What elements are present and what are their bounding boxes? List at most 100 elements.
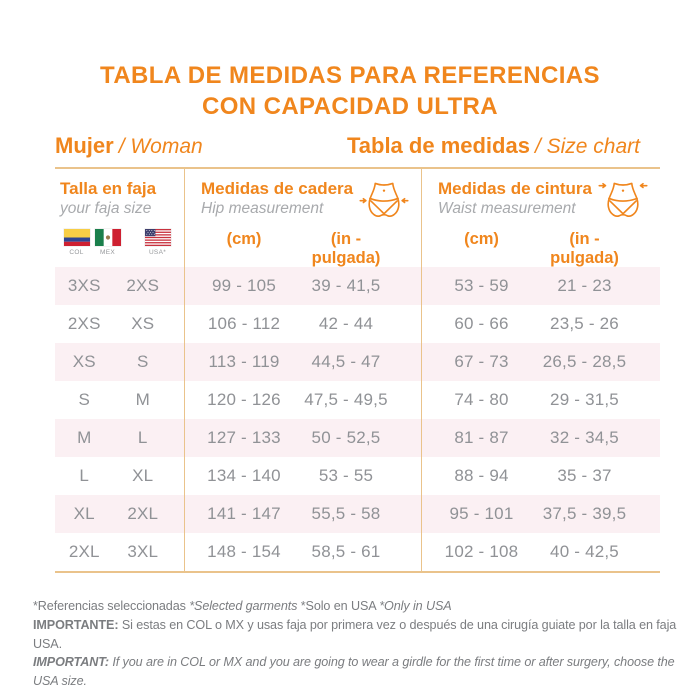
size-usa-cell: XL: [132, 466, 154, 485]
waist-cm-cell: 67 - 73: [454, 352, 509, 371]
waist-in-cell: 40 - 42,5: [550, 542, 619, 561]
hip-in-cell: 44,5 - 47: [311, 352, 381, 371]
size-usa-cell: XS: [131, 314, 155, 333]
hip-in-cell: 55,5 - 58: [311, 504, 381, 523]
colombia-flag-icon: [63, 229, 90, 246]
waist-in-unit-label: (in - pulgada): [550, 230, 619, 267]
size-colmx-cell: 2XL: [68, 542, 100, 561]
hip-cm-cell: 113 - 119: [208, 352, 280, 371]
hip-cm-cell: 134 - 140: [207, 466, 281, 485]
footnote-important-es: IMPORTANTE: Si estas en COL o MX y usas …: [33, 616, 683, 654]
hip-in-cell: 47,5 - 49,5: [304, 390, 388, 409]
waist-in-cell: 37,5 - 39,5: [542, 504, 627, 523]
flag-usa: USA*: [144, 229, 171, 256]
waist-cm-cell: 95 - 101: [449, 504, 514, 523]
waist-measurement-icon: [598, 182, 648, 218]
size-usa-cell: 2XL: [127, 504, 159, 523]
column-header-size: Talla en faja your faja size COL: [55, 169, 184, 267]
size-colmx-cell: M: [77, 428, 92, 447]
hip-cm-cell: 141 - 147: [207, 504, 281, 523]
footnote-important-en: IMPORTANT: If you are in COL or MX and y…: [33, 653, 683, 691]
flag-mexico-label: MEX: [100, 248, 115, 256]
flags-row: COL MEX: [60, 229, 184, 256]
page-title-line1: TABLA DE MEDIDAS PARA REFERENCIAS: [100, 62, 600, 89]
waist-column-subtitle: Waist measurement: [438, 200, 576, 217]
size-usa-cell: S: [136, 352, 149, 371]
table-row: XS S 113 - 119 44,5 - 47 67 - 73 26,5 - …: [55, 343, 660, 381]
size-column-title: Talla en faja: [60, 179, 157, 198]
usa-flag-icon: [144, 229, 171, 246]
important-label-es: IMPORTANTE:: [33, 617, 119, 632]
table-row: 2XS XS 106 - 112 42 - 44 60 - 66 23,5 - …: [55, 305, 660, 343]
column-header-waist: Medidas de cintura Waist measurement: [421, 169, 660, 267]
mexico-flag-icon: [94, 229, 121, 246]
important-text-en: If you are in COL or MX and you are goin…: [33, 655, 675, 689]
waist-in-cell: 23,5 - 26: [550, 314, 619, 333]
waist-cm-cell: 53 - 59: [454, 276, 509, 295]
size-colmx-cell: L: [79, 466, 90, 485]
table-row: S M 120 - 126 47,5 - 49,5 74 - 80 29 - 3…: [55, 381, 660, 419]
size-chart-heading-en: / Size chart: [534, 135, 640, 158]
flag-usa-label: USA*: [148, 248, 167, 256]
waist-in-cell: 29 - 31,5: [550, 390, 619, 409]
size-colmx-cell: XS: [72, 352, 96, 371]
size-usa-cell: 3XL: [127, 542, 159, 561]
page-title-line2: CON CAPACIDAD ULTRA: [201, 93, 499, 120]
hip-in-cell: 58,5 - 61: [311, 542, 381, 561]
waist-cm-cell: 60 - 66: [454, 314, 509, 333]
size-usa-cell: L: [137, 428, 148, 447]
hip-in-cell: 39 - 41,5: [311, 276, 381, 295]
waist-in-cell: 32 - 34,5: [550, 428, 619, 447]
size-chart-heading-es: Tabla de medidas: [346, 133, 530, 158]
size-table: Talla en faja your faja size COL: [55, 167, 660, 573]
flag-mexico: MEX: [94, 229, 121, 256]
size-table-body: 3XS 2XS 99 - 105 39 - 41,5 53 - 59 21 - …: [55, 267, 660, 571]
waist-cm-cell: 81 - 87: [454, 428, 509, 447]
page-title: TABLA DE MEDIDAS PARA REFERENCIAS CON CA…: [0, 60, 700, 122]
hip-cm-unit-label: (cm): [226, 230, 262, 248]
size-column-subtitle: your faja size: [60, 200, 152, 217]
table-row: M L 127 - 133 50 - 52,5 81 - 87 32 - 34,…: [55, 419, 660, 457]
hip-cm-cell: 148 - 154: [207, 542, 281, 561]
waist-cm-unit-label: (cm): [464, 230, 499, 248]
size-colmx-cell: S: [78, 390, 91, 409]
column-header-hip: Medidas de cadera Hip measurement: [184, 169, 421, 267]
size-colmx-cell: 3XS: [67, 276, 101, 295]
waist-cm-cell: 88 - 94: [454, 466, 509, 485]
size-usa-cell: M: [135, 390, 150, 409]
hip-in-cell: 53 - 55: [318, 466, 374, 485]
hip-measurement-icon: [359, 182, 409, 218]
waist-in-cell: 35 - 37: [557, 466, 612, 485]
waist-column-title: Medidas de cintura: [438, 179, 592, 198]
footnote-ref-en2: *Only in USA: [379, 599, 452, 613]
size-usa-cell: 2XS: [126, 276, 160, 295]
section-headings: Mujer / Woman Tabla de medidas / Size char…: [55, 133, 660, 159]
waist-in-cell: 21 - 23: [557, 276, 612, 295]
important-label-en: IMPORTANT:: [33, 655, 109, 670]
size-colmx-cell: 2XS: [67, 314, 101, 333]
hip-cm-cell: 99 - 105: [212, 276, 276, 295]
waist-cm-cell: 74 - 80: [454, 390, 509, 409]
hip-in-cell: 42 - 44: [318, 314, 374, 333]
size-colmx-cell: XL: [73, 504, 95, 523]
hip-cm-cell: 127 - 133: [207, 428, 281, 447]
gender-heading: Mujer / Woman: [55, 133, 203, 159]
size-table-header: Talla en faja your faja size COL: [55, 169, 660, 267]
flag-colombia-label: COL: [69, 248, 84, 256]
footnotes: *Referencias seleccionadas *Selected gar…: [33, 597, 683, 691]
waist-cm-cell: 102 - 108: [444, 542, 519, 561]
table-row: 2XL 3XL 148 - 154 58,5 - 61 102 - 108 40…: [55, 533, 660, 571]
gender-heading-en: / Woman: [118, 135, 203, 158]
hip-cm-cell: 106 - 112: [207, 314, 281, 333]
hip-in-cell: 50 - 52,5: [311, 428, 381, 447]
important-text-es: Si estas en COL o MX y usas faja por pri…: [33, 617, 677, 651]
footnote-ref-es2: *Solo en USA: [300, 599, 380, 613]
waist-in-cell: 26,5 - 28,5: [542, 352, 627, 371]
flag-colombia: COL: [63, 229, 90, 256]
hip-column-subtitle: Hip measurement: [201, 200, 324, 217]
table-row: XL 2XL 141 - 147 55,5 - 58 95 - 101 37,5…: [55, 495, 660, 533]
hip-column-title: Medidas de cadera: [201, 179, 354, 198]
footnote-ref-en1: *Selected garments: [189, 599, 301, 613]
gender-heading-es: Mujer: [55, 133, 114, 158]
